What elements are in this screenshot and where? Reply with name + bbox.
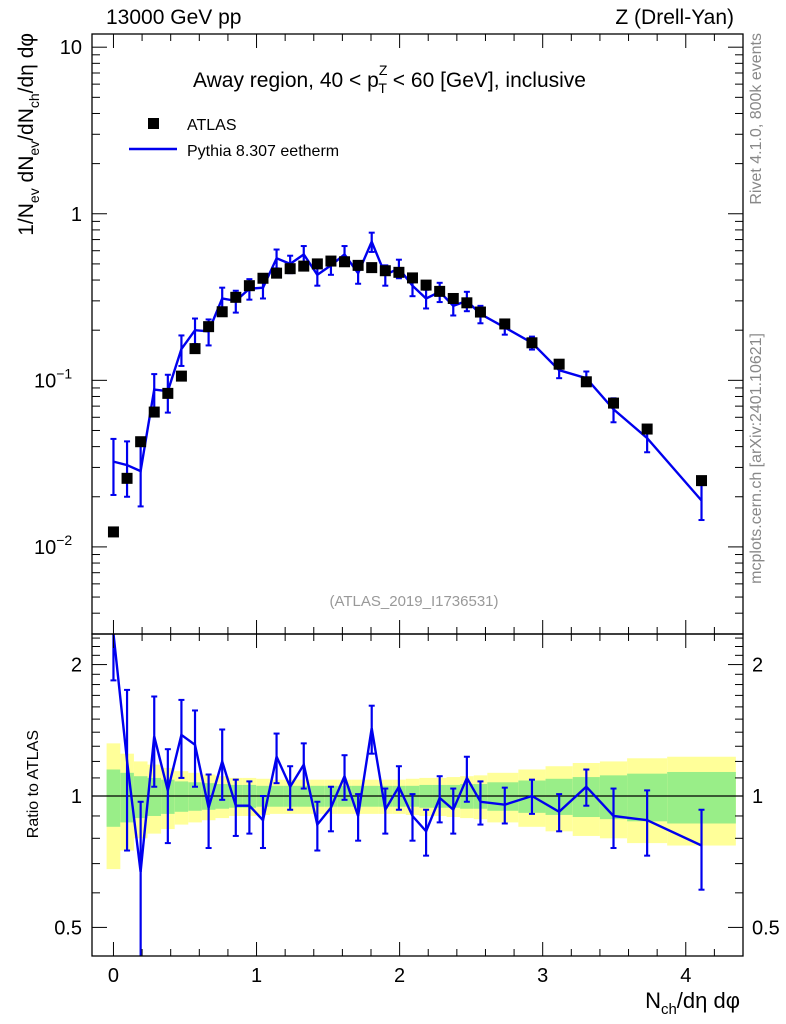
- header-left-label: 13000 GeV pp: [106, 6, 242, 29]
- plot-title: Away region, 40 < pZ T < 60 [GeV], inclus…: [193, 62, 586, 96]
- atlas-data-point: [420, 279, 432, 291]
- atlas-data-point: [175, 370, 187, 382]
- atlas-data-point: [393, 266, 405, 278]
- main-y-tick-label: 10−2: [34, 532, 72, 559]
- ratio-y-tick-label-right: 2: [752, 655, 763, 677]
- atlas-data-point: [284, 263, 296, 275]
- ratio-green-band: [147, 777, 162, 816]
- legend-mc-label: Pythia 8.307 eetherm: [187, 143, 339, 160]
- atlas-data-point: [461, 297, 473, 309]
- atlas-data-point: [366, 262, 378, 274]
- ratio-panel-data: [110, 633, 705, 956]
- legend-atlas-label: ATLAS: [187, 117, 237, 134]
- atlas-data-point: [121, 472, 133, 484]
- x-tick-label: 3: [537, 965, 548, 987]
- ratio-y-tick-label-left: 0.5: [54, 917, 82, 939]
- axis-labels: Away region, 40 < pZ T < 60 [GeV], inclus…: [15, 33, 765, 1018]
- atlas-data-point: [189, 343, 201, 355]
- title-sub: T: [378, 80, 387, 96]
- x-tick-label: 4: [680, 965, 691, 987]
- atlas-data-point: [107, 526, 119, 538]
- x-tick-label: 2: [394, 965, 405, 987]
- ratio-y-tick-label-left: 1: [71, 786, 82, 808]
- tick-exponent: −1: [56, 365, 72, 381]
- atlas-data-point: [257, 272, 269, 284]
- ylabel-part: /dη dφ: [15, 33, 38, 93]
- mc-series-line: [113, 238, 703, 502]
- main-y-tick-label: 10−1: [34, 365, 72, 392]
- atlas-data-point: [379, 265, 391, 277]
- header-right-label: Z (Drell-Yan): [615, 6, 734, 29]
- atlas-data-point: [696, 475, 708, 487]
- tick-exponent: −2: [56, 532, 72, 548]
- atlas-data-point: [311, 258, 323, 270]
- ylabel-sub: ev: [26, 141, 42, 156]
- rivet-version-label: Rivet 4.1.0, 800k events: [748, 33, 765, 205]
- atlas-data-point: [339, 256, 351, 268]
- tick-base: 10: [34, 370, 56, 392]
- title-post: < 60 [GeV], inclusive: [387, 69, 586, 92]
- legend: ATLAS Pythia 8.307 eetherm: [129, 117, 339, 160]
- atlas-data-point: [230, 291, 242, 303]
- ylabel-part: dN: [15, 156, 38, 189]
- xlabel-part: /dη dφ: [677, 988, 740, 1013]
- ylabel-part: 1/N: [15, 203, 38, 236]
- atlas-data-point: [447, 292, 459, 304]
- atlas-data-point: [243, 280, 255, 292]
- atlas-data-point: [406, 272, 418, 284]
- atlas-data-point: [553, 358, 565, 370]
- atlas-data-point: [203, 321, 215, 333]
- atlas-data-point: [580, 376, 592, 388]
- x-tick-label: 0: [108, 965, 119, 987]
- xlabel-sub: ch: [661, 1001, 677, 1018]
- atlas-data-point: [216, 306, 228, 318]
- atlas-data-point: [608, 397, 620, 409]
- xlabel-part: N: [645, 988, 661, 1013]
- ratio-y-tick-label-left: 2: [71, 655, 82, 677]
- atlas-data-point: [434, 285, 446, 297]
- x-tick-label: 1: [251, 965, 262, 987]
- ylabel-sub: ev: [26, 188, 42, 203]
- atlas-data-point: [135, 436, 147, 448]
- atlas-data-point: [499, 318, 511, 330]
- atlas-data-point: [325, 255, 337, 267]
- tick-base: 10: [34, 537, 56, 559]
- ratio-green-band: [106, 769, 121, 827]
- legend-atlas-marker: [148, 118, 159, 129]
- x-axis-label: Nch/dη dφ: [645, 988, 740, 1018]
- atlas-data-point: [148, 406, 160, 418]
- atlas-data-point: [474, 306, 486, 318]
- ratio-green-band: [133, 776, 148, 819]
- main-y-tick-label: 1: [71, 204, 82, 226]
- ratio-panel-frame: [91, 633, 744, 957]
- ratio-y-tick-label-right: 0.5: [752, 917, 780, 939]
- title-sup: Z: [379, 62, 388, 78]
- ratio-uncertainty-bands: [106, 743, 736, 870]
- atlas-data-point: [352, 259, 364, 271]
- atlas-data-point: [298, 260, 310, 272]
- atlas-data-point: [271, 267, 283, 279]
- main-y-axis-label: 1/Nev dNev/dNch/dη dφ: [15, 33, 42, 236]
- main-y-tick-label: 10: [60, 37, 82, 59]
- mcplots-reference-label: mcplots.cern.ch [arXiv:2401.10621]: [748, 333, 765, 584]
- atlas-data-point: [641, 423, 653, 435]
- atlas-data-point: [526, 337, 538, 349]
- ylabel-part: /dN: [15, 108, 38, 141]
- title-pre: Away region, 40 < p: [193, 69, 379, 92]
- atlas-data-point: [162, 387, 174, 399]
- ratio-y-tick-label-right: 1: [752, 786, 763, 808]
- ylabel-sub: ch: [26, 93, 42, 108]
- ratio-y-axis-label: Ratio to ATLAS: [25, 730, 42, 838]
- analysis-id-annotation: (ATLAS_2019_I1736531): [329, 593, 498, 610]
- main-panel-data: (ATLAS_2019_I1736531): [107, 231, 708, 610]
- panel-frames: [91, 33, 744, 957]
- ratio-series-line: [112, 633, 703, 873]
